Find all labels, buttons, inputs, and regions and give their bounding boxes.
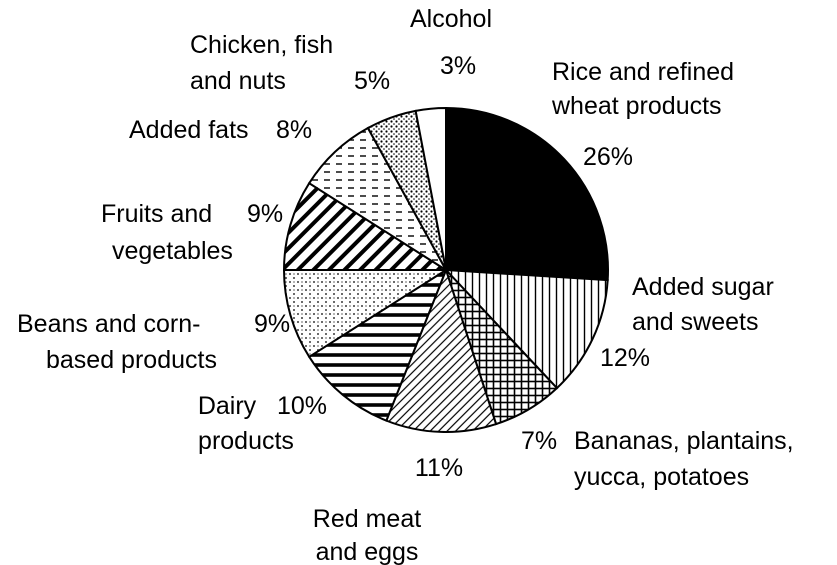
pie-slice-fruits-and-vegetables [282,181,450,271]
pie-slice-added-sugar-and-sweets [443,268,609,390]
slice-label: Rice and refined [552,58,734,86]
slice-percent-label: 3% [440,52,476,80]
slice-percent-label: 26% [583,143,633,171]
pie-slice-rice-and-refined-wheat-products [445,106,609,282]
slice-label: based products [46,346,217,374]
slice-label: vegetables [112,237,233,265]
slice-label: and eggs [316,538,419,565]
slice-percent-label: 11% [415,454,463,482]
slice-percent-label: 5% [354,67,390,95]
slice-percent-label: 12% [600,344,650,372]
slice-label: Added sugar [632,273,774,301]
slice-label: Fruits and [101,200,212,228]
slice-label: Alcohol [410,5,492,33]
pie-slice-alcohol [414,106,447,271]
slice-label: Bananas, plantains, [574,427,794,455]
slice-label: Beans and corn- [17,310,200,338]
slice-label: yucca, potatoes [574,463,749,491]
slice-percent-label: 9% [247,200,283,228]
slice-label: Red meat [313,505,421,533]
pie-slice-dairy-products [307,267,449,422]
pie-slice-red-meat-and-eggs [385,267,498,433]
pie-slice-beans-and-corn-based-products [282,269,450,359]
pie-labels: Rice and refined wheat products 26% Added s… [17,5,794,565]
slice-label: wheat products [551,92,722,120]
slice-label: Chicken, fish [190,31,333,59]
slice-label: and nuts [190,67,286,95]
slice-label: products [198,427,294,455]
slice-percent-label: 8% [276,116,312,144]
slice-label: and sweets [632,308,758,336]
slice-percent-label: 10% [277,392,327,420]
slice-percent-label: 9% [254,310,290,338]
slice-percent-label: 7% [521,427,557,455]
pie-slices [282,106,609,433]
slice-label: Added fats [129,116,249,144]
slice-label: Dairy [198,392,257,420]
